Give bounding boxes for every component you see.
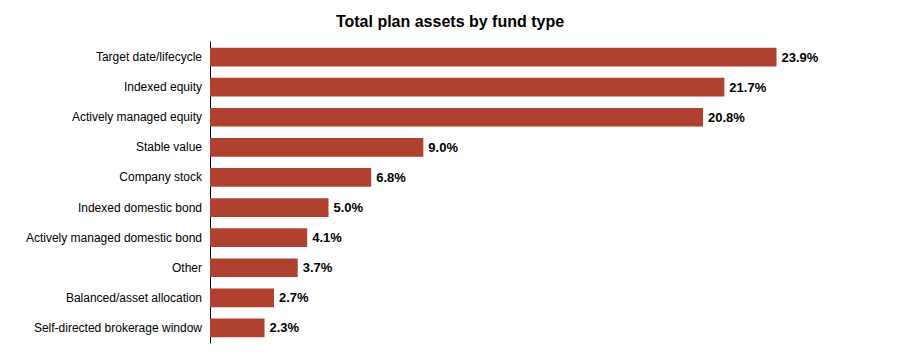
svg-text:6.8%: 6.8% (376, 170, 406, 185)
svg-text:Indexed equity: Indexed equity (124, 80, 202, 94)
svg-text:2.7%: 2.7% (279, 290, 309, 305)
svg-text:4.1%: 4.1% (312, 230, 342, 245)
svg-text:Self-directed brokerage window: Self-directed brokerage window (34, 321, 202, 335)
svg-text:Company stock: Company stock (119, 170, 203, 184)
svg-text:Other: Other (172, 261, 202, 275)
svg-text:Target date/lifecycle: Target date/lifecycle (96, 50, 202, 64)
svg-text:20.8%: 20.8% (708, 110, 745, 125)
svg-text:Total plan assets by fund type: Total plan assets by fund type (336, 13, 564, 30)
svg-text:Actively managed equity: Actively managed equity (72, 110, 202, 124)
svg-text:9.0%: 9.0% (428, 140, 458, 155)
svg-text:Indexed domestic bond: Indexed domestic bond (78, 201, 202, 215)
svg-text:2.3%: 2.3% (270, 320, 300, 335)
svg-text:Balanced/asset allocation: Balanced/asset allocation (66, 291, 202, 305)
svg-text:Stable value: Stable value (136, 140, 202, 154)
svg-text:3.7%: 3.7% (303, 260, 333, 275)
svg-text:5.0%: 5.0% (334, 200, 364, 215)
svg-text:21.7%: 21.7% (729, 80, 766, 95)
svg-text:23.9%: 23.9% (782, 50, 819, 65)
svg-text:Actively managed domestic bond: Actively managed domestic bond (26, 231, 202, 245)
